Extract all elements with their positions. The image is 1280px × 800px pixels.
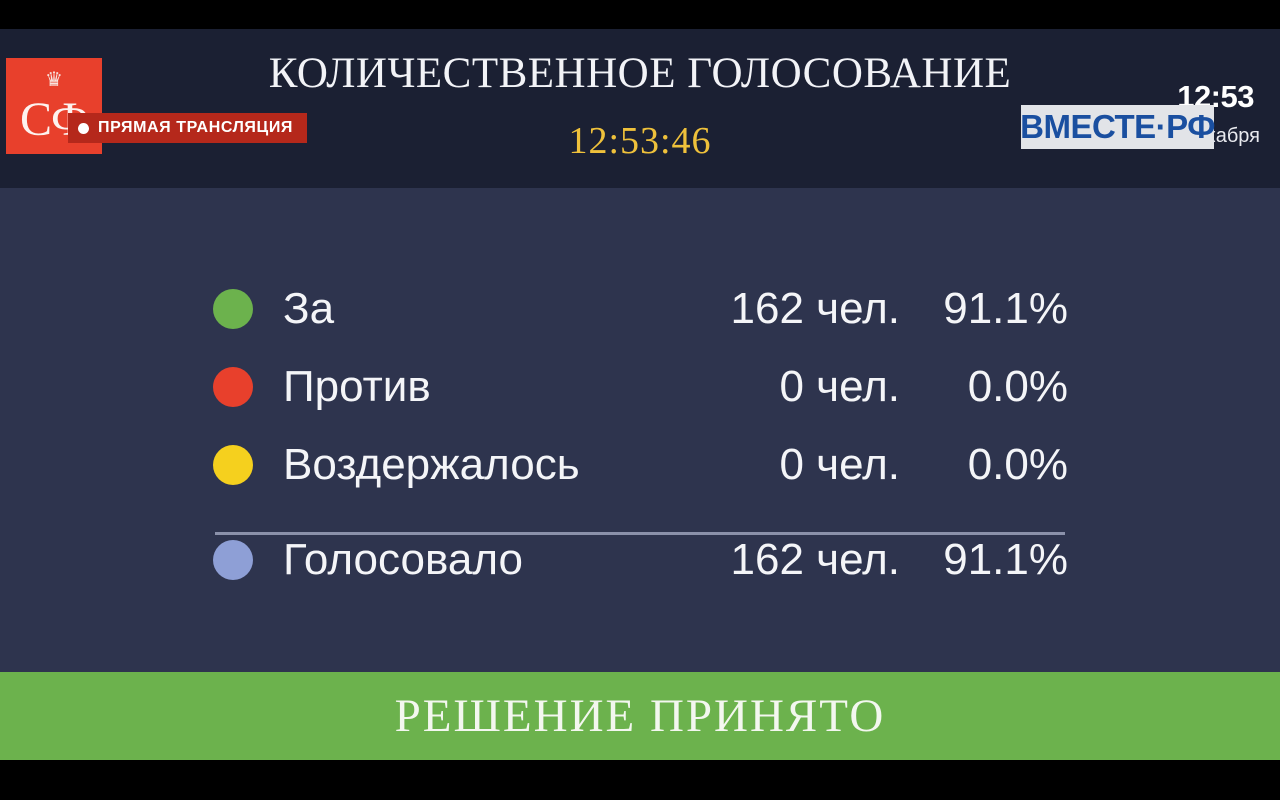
channel-bug-label: ВМЕСТЕ·РФ — [1020, 108, 1215, 145]
vote-count: 162 чел. — [730, 284, 900, 333]
verdict-text: РЕШЕНИЕ ПРИНЯТО — [394, 690, 886, 742]
vote-label: Воздержалось — [283, 440, 580, 489]
vote-row-total: Голосовало 162 чел. 91.1% — [213, 523, 1068, 597]
verdict-banner: РЕШЕНИЕ ПРИНЯТО — [0, 672, 1280, 760]
vote-percent: 0.0% — [967, 440, 1068, 489]
vote-percent: 91.1% — [943, 535, 1068, 584]
live-badge: ПРЯМАЯ ТРАНСЛЯЦИЯ — [68, 113, 308, 143]
vote-percent: 0.0% — [967, 362, 1068, 411]
channel-bug: ВМЕСТЕ·РФ — [1020, 105, 1215, 149]
vote-label: За — [283, 284, 335, 333]
vote-count: 162 чел. — [730, 535, 900, 584]
vote-percent: 91.1% — [943, 284, 1068, 333]
vote-row-against: Против 0 чел. 0.0% — [213, 350, 1068, 424]
red-circle-icon — [213, 367, 253, 407]
video-frame: КОЛИЧЕСТВЕННОЕ ГОЛОСОВАНИЕ 12:53:46 За 1… — [0, 29, 1280, 760]
page-title: КОЛИЧЕСТВЕННОЕ ГОЛОСОВАНИЕ — [268, 50, 1012, 97]
yellow-circle-icon — [213, 445, 253, 485]
green-circle-icon — [213, 289, 253, 329]
double-headed-eagle-icon: ♛ — [45, 69, 63, 91]
blue-circle-icon — [213, 540, 253, 580]
clock-date: кабря — [1206, 125, 1261, 147]
results-divider — [215, 532, 1065, 535]
vote-label: Голосовало — [283, 535, 523, 584]
vote-count: 0 чел. — [779, 440, 900, 489]
live-badge-label: ПРЯМАЯ ТРАНСЛЯЦИЯ — [98, 119, 294, 136]
vote-label: Против — [283, 362, 431, 411]
vote-row-for: За 162 чел. 91.1% — [213, 272, 1068, 346]
vote-count: 0 чел. — [779, 362, 900, 411]
live-dot-icon — [78, 122, 89, 134]
results-panel: За 162 чел. 91.1% Против 0 чел. 0.0% Воз… — [0, 188, 1280, 672]
vote-timer: 12:53:46 — [568, 120, 712, 162]
vote-row-abstained: Воздержалось 0 чел. 0.0% — [213, 428, 1068, 502]
